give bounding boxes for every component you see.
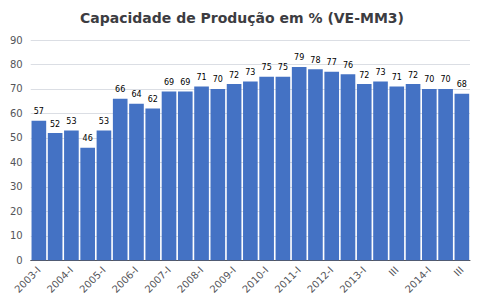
svg-text:46: 46 xyxy=(83,134,93,143)
svg-text:68: 68 xyxy=(457,80,467,89)
svg-text:72: 72 xyxy=(229,71,239,80)
svg-text:2014-I: 2014-I xyxy=(403,264,433,294)
svg-text:2008-I: 2008-I xyxy=(175,264,205,294)
svg-text:70: 70 xyxy=(424,75,434,84)
svg-text:72: 72 xyxy=(408,71,418,80)
svg-text:76: 76 xyxy=(343,61,353,70)
svg-text:79: 79 xyxy=(294,53,304,62)
svg-text:2012-I: 2012-I xyxy=(305,264,335,294)
svg-text:53: 53 xyxy=(99,117,109,126)
svg-text:57: 57 xyxy=(34,107,44,116)
svg-text:70: 70 xyxy=(441,75,451,84)
svg-text:2004-I: 2004-I xyxy=(45,264,75,294)
svg-text:78: 78 xyxy=(310,56,320,65)
svg-text:Capacidade de Produção em % (V: Capacidade de Produção em % (VE-MM3) xyxy=(80,10,404,26)
svg-text:60: 60 xyxy=(10,108,23,119)
svg-text:2006-I: 2006-I xyxy=(110,264,140,294)
svg-text:10: 10 xyxy=(10,230,23,241)
svg-text:70: 70 xyxy=(10,83,23,94)
svg-text:69: 69 xyxy=(180,78,190,87)
svg-text:72: 72 xyxy=(359,71,369,80)
svg-text:71: 71 xyxy=(392,73,402,82)
svg-text:80: 80 xyxy=(10,59,23,70)
svg-text:73: 73 xyxy=(375,68,385,77)
svg-text:40: 40 xyxy=(10,157,23,168)
svg-text:2009-I: 2009-I xyxy=(208,264,238,294)
svg-text:III: III xyxy=(452,264,466,278)
svg-text:90: 90 xyxy=(10,35,23,46)
svg-text:2005-I: 2005-I xyxy=(77,264,107,294)
svg-text:30: 30 xyxy=(10,181,23,192)
svg-text:77: 77 xyxy=(327,58,337,67)
svg-text:69: 69 xyxy=(164,78,174,87)
svg-text:2003-I: 2003-I xyxy=(12,264,42,294)
svg-text:73: 73 xyxy=(245,68,255,77)
svg-text:71: 71 xyxy=(196,73,206,82)
svg-text:75: 75 xyxy=(278,63,288,72)
svg-text:75: 75 xyxy=(262,63,272,72)
svg-text:64: 64 xyxy=(131,90,141,99)
svg-text:III: III xyxy=(387,264,401,278)
svg-text:2010-I: 2010-I xyxy=(240,264,270,294)
svg-text:50: 50 xyxy=(10,132,23,143)
svg-text:20: 20 xyxy=(10,206,23,217)
svg-text:66: 66 xyxy=(115,85,125,94)
svg-text:62: 62 xyxy=(148,95,158,104)
svg-text:2011-I: 2011-I xyxy=(273,264,303,294)
svg-text:52: 52 xyxy=(50,120,60,129)
svg-text:2007-I: 2007-I xyxy=(143,264,173,294)
svg-text:2013-I: 2013-I xyxy=(338,264,368,294)
svg-text:53: 53 xyxy=(66,117,76,126)
svg-text:70: 70 xyxy=(213,75,223,84)
svg-text:0: 0 xyxy=(16,255,22,266)
